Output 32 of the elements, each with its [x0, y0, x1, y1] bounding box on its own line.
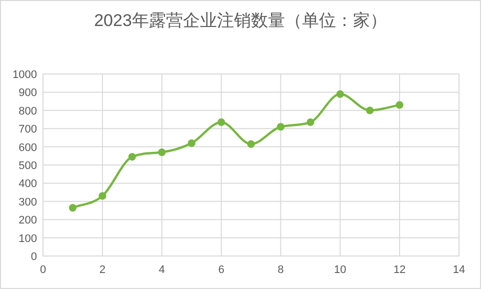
- point: [158, 148, 166, 156]
- point: [128, 153, 136, 161]
- point: [68, 204, 77, 212]
- point: [366, 106, 374, 114]
- x-tick-label: 6: [218, 264, 224, 276]
- point: [188, 139, 196, 147]
- y-tick-label: 200: [18, 214, 37, 227]
- y-tick-label: 900: [18, 87, 37, 100]
- x-tick-label: 2: [99, 264, 106, 276]
- y-tick-label: 600: [18, 142, 37, 154]
- y-tick-label: 100: [18, 232, 37, 245]
- point: [98, 192, 106, 200]
- point: [247, 140, 255, 148]
- y-tick-label: 0: [30, 251, 37, 263]
- y-tick-label: 800: [18, 105, 37, 118]
- point: [396, 101, 404, 109]
- y-tick-label: 700: [18, 124, 37, 136]
- x-tick-label: 14: [452, 264, 466, 276]
- point: [306, 118, 314, 126]
- y-tick-label: 400: [18, 178, 37, 190]
- chart-title: 2023年露营企业注销数量（单位：家）: [94, 11, 387, 30]
- x-tick-label: 10: [334, 264, 346, 276]
- x-tick-label: 4: [158, 264, 165, 276]
- x-tick-label: 8: [278, 264, 284, 276]
- y-tick-label: 300: [18, 196, 37, 208]
- point: [336, 90, 344, 98]
- x-tick-label: 12: [393, 264, 406, 276]
- point: [276, 122, 285, 131]
- point: [217, 118, 226, 126]
- x-tick-label: 0: [40, 264, 46, 276]
- y-tick-label: 1000: [12, 69, 37, 81]
- y-tick-label: 500: [18, 160, 37, 172]
